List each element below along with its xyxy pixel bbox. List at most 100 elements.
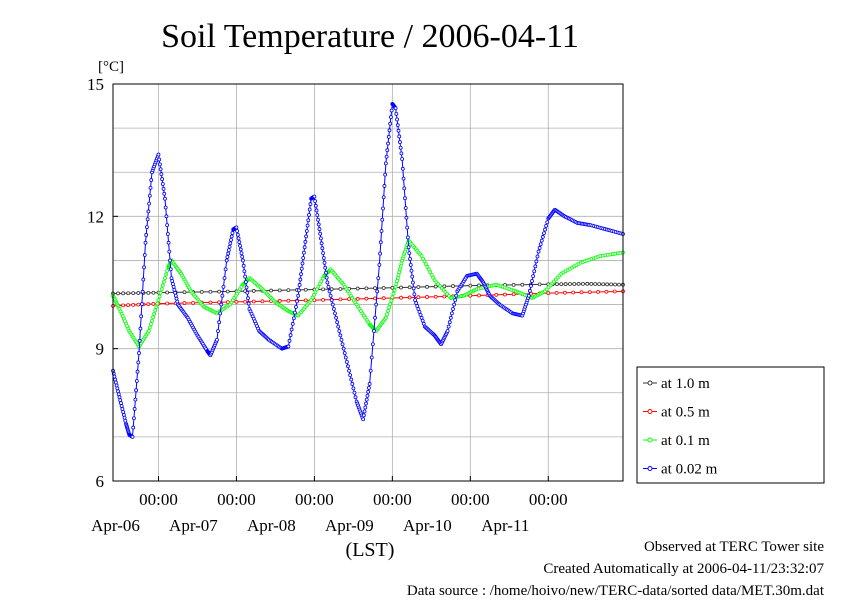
data-point xyxy=(546,291,551,295)
data-point xyxy=(385,148,390,153)
data-point xyxy=(530,279,534,283)
data-point xyxy=(296,293,301,298)
data-point xyxy=(587,290,592,295)
data-point xyxy=(403,196,407,201)
data-point xyxy=(182,301,187,305)
data-point xyxy=(328,293,333,298)
data-point xyxy=(175,299,180,304)
data-point xyxy=(134,388,138,393)
data-point xyxy=(408,262,413,267)
data-point xyxy=(242,269,247,274)
data-point xyxy=(121,409,126,414)
data-point xyxy=(119,404,124,408)
data-point xyxy=(235,229,240,233)
data-point xyxy=(131,425,136,430)
data-point xyxy=(161,186,166,191)
data-point xyxy=(411,286,416,291)
data-point xyxy=(538,242,543,247)
data-point xyxy=(349,377,354,382)
footer-site: Observed at TERC Tower site xyxy=(643,539,824,555)
data-point xyxy=(448,315,453,320)
legend-entry-at-0-1-m: at 0.1 m xyxy=(643,433,710,449)
data-point xyxy=(399,261,404,266)
data-point xyxy=(138,326,143,331)
data-point xyxy=(142,253,147,257)
data-point xyxy=(378,251,382,256)
data-point xyxy=(260,299,265,304)
data-point xyxy=(151,290,156,295)
data-point xyxy=(305,223,310,228)
data-point xyxy=(165,301,170,306)
data-point xyxy=(147,201,151,206)
data-point xyxy=(277,288,282,293)
data-point xyxy=(363,405,368,410)
data-point xyxy=(163,205,168,210)
data-point xyxy=(161,279,166,284)
legend-marker xyxy=(647,380,653,386)
data-point xyxy=(116,389,120,394)
data-point xyxy=(343,355,348,360)
data-point xyxy=(617,282,621,287)
y-axis-unit-label: [°C] xyxy=(98,59,124,75)
data-point xyxy=(230,231,235,235)
legend-box xyxy=(636,366,825,484)
legend-entry-at-0-5-m: at 0.5 m xyxy=(643,405,710,421)
data-point xyxy=(468,283,473,288)
data-point xyxy=(405,225,410,230)
data-point xyxy=(307,207,312,212)
data-point xyxy=(302,250,306,255)
data-point xyxy=(131,302,136,307)
data-point xyxy=(293,310,297,315)
data-point xyxy=(381,195,386,200)
data-point xyxy=(400,166,405,171)
legend-label: at 0.02 m xyxy=(661,462,718,478)
data-point xyxy=(402,186,407,191)
data-point xyxy=(303,239,308,244)
y-tick-label: 12 xyxy=(87,207,104,226)
data-point xyxy=(316,222,321,227)
data-point xyxy=(366,389,371,394)
data-point xyxy=(559,282,564,287)
data-point xyxy=(148,186,153,190)
data-point xyxy=(347,297,351,302)
data-point xyxy=(372,329,376,333)
data-point xyxy=(295,299,299,304)
data-point xyxy=(347,368,351,373)
data-point xyxy=(395,117,399,122)
data-point xyxy=(173,290,177,295)
data-point xyxy=(393,106,398,111)
data-point xyxy=(364,401,368,406)
data-point xyxy=(329,287,334,292)
data-point xyxy=(554,290,559,295)
data-point xyxy=(531,274,536,279)
data-point xyxy=(303,287,308,292)
data-point xyxy=(117,395,122,400)
data-point xyxy=(321,297,325,302)
legend-entry-at-0-02-m: at 0.02 m xyxy=(643,462,718,478)
data-point xyxy=(451,307,455,311)
data-point xyxy=(364,397,369,402)
data-point xyxy=(342,351,347,355)
data-point xyxy=(146,302,151,307)
data-point xyxy=(399,295,403,300)
y-axis-ticks: 15 12 9 6 xyxy=(87,75,118,491)
data-point xyxy=(520,282,525,287)
data-point xyxy=(121,412,126,417)
data-point xyxy=(133,397,138,402)
data-point xyxy=(131,291,136,296)
data-point xyxy=(537,282,542,287)
data-point xyxy=(340,342,345,347)
x-tick-time-label: 00:00 xyxy=(139,490,178,509)
data-point xyxy=(137,351,141,355)
data-point xyxy=(168,258,172,263)
data-point xyxy=(289,327,294,332)
grid-lines xyxy=(113,84,623,481)
legend-entry-at-1-0-m: at 1.0 m xyxy=(643,376,710,392)
data-point xyxy=(613,282,617,287)
data-point xyxy=(376,276,381,280)
data-point xyxy=(370,342,375,347)
data-point xyxy=(225,300,230,305)
x-tick-time-label: 00:00 xyxy=(217,490,256,509)
data-point xyxy=(308,202,313,206)
data-point xyxy=(246,296,250,301)
